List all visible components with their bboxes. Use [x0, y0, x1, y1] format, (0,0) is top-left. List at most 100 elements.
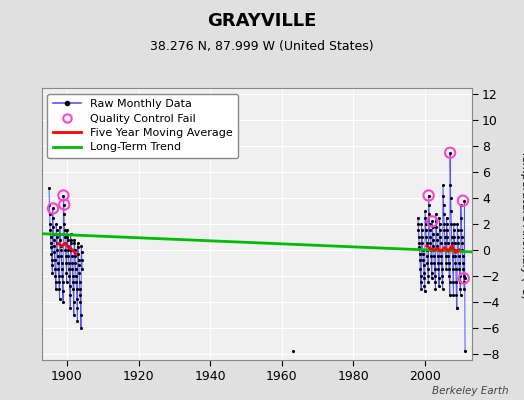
Point: [53, 240, 61, 247]
Point: [48, 262, 56, 269]
Point: [432, 210, 440, 217]
Point: [58, 273, 67, 279]
Point: [46, 221, 54, 227]
Point: [451, 253, 460, 260]
Point: [435, 214, 443, 221]
Point: [48, 257, 56, 264]
Point: [413, 214, 422, 221]
Point: [442, 260, 450, 266]
Point: [57, 243, 65, 249]
Point: [64, 253, 73, 260]
Point: [53, 247, 62, 253]
Point: [452, 266, 460, 272]
Point: [431, 279, 440, 286]
Point: [76, 298, 84, 305]
Point: [427, 247, 435, 253]
Point: [61, 234, 69, 240]
Point: [57, 247, 65, 253]
Point: [436, 247, 445, 253]
Point: [64, 260, 73, 266]
Point: [433, 236, 441, 243]
Point: [71, 247, 79, 253]
Point: [65, 266, 73, 272]
Point: [423, 260, 432, 266]
Point: [63, 227, 71, 234]
Point: [428, 270, 436, 276]
Point: [50, 243, 58, 249]
Point: [457, 214, 465, 221]
Point: [433, 243, 442, 249]
Point: [461, 275, 469, 282]
Point: [49, 223, 58, 230]
Point: [60, 201, 69, 208]
Point: [436, 227, 444, 234]
Point: [428, 218, 436, 225]
Point: [288, 348, 297, 354]
Point: [421, 214, 430, 221]
Point: [75, 286, 84, 292]
Point: [67, 247, 75, 253]
Point: [456, 292, 465, 298]
Point: [45, 184, 53, 191]
Point: [435, 283, 443, 289]
Point: [441, 253, 450, 260]
Point: [420, 275, 428, 282]
Point: [52, 227, 61, 234]
Point: [54, 260, 62, 266]
Point: [428, 223, 436, 230]
Point: [419, 250, 427, 257]
Point: [418, 240, 427, 247]
Point: [414, 227, 423, 234]
Point: [437, 253, 445, 260]
Point: [50, 236, 58, 243]
Point: [49, 205, 57, 212]
Point: [78, 266, 86, 272]
Point: [414, 221, 422, 227]
Point: [432, 223, 441, 230]
Point: [60, 227, 69, 234]
Point: [58, 279, 67, 286]
Point: [417, 221, 425, 227]
Point: [460, 198, 468, 204]
Point: [424, 192, 433, 199]
Point: [49, 214, 57, 221]
Point: [450, 234, 458, 240]
Point: [425, 201, 433, 208]
Point: [435, 221, 444, 227]
Point: [420, 270, 428, 276]
Point: [69, 298, 78, 305]
Point: [441, 247, 450, 253]
Point: [460, 275, 468, 282]
Point: [46, 210, 54, 217]
Point: [73, 240, 82, 247]
Point: [54, 273, 63, 279]
Point: [49, 205, 57, 212]
Point: [422, 227, 430, 234]
Point: [417, 279, 425, 286]
Point: [449, 253, 457, 260]
Point: [74, 257, 83, 264]
Point: [70, 236, 78, 243]
Point: [424, 273, 432, 279]
Point: [414, 234, 423, 240]
Point: [430, 260, 439, 266]
Point: [438, 273, 446, 279]
Point: [77, 312, 85, 318]
Point: [450, 221, 458, 227]
Point: [56, 296, 64, 302]
Point: [49, 231, 58, 238]
Point: [432, 218, 440, 225]
Point: [424, 279, 432, 286]
Point: [51, 273, 60, 279]
Point: [448, 247, 456, 253]
Point: [53, 253, 62, 260]
Point: [48, 270, 57, 276]
Point: [68, 260, 77, 266]
Point: [62, 279, 71, 286]
Point: [75, 270, 83, 276]
Point: [78, 257, 86, 264]
Point: [461, 348, 469, 354]
Point: [439, 201, 447, 208]
Point: [444, 253, 453, 260]
Point: [419, 257, 428, 264]
